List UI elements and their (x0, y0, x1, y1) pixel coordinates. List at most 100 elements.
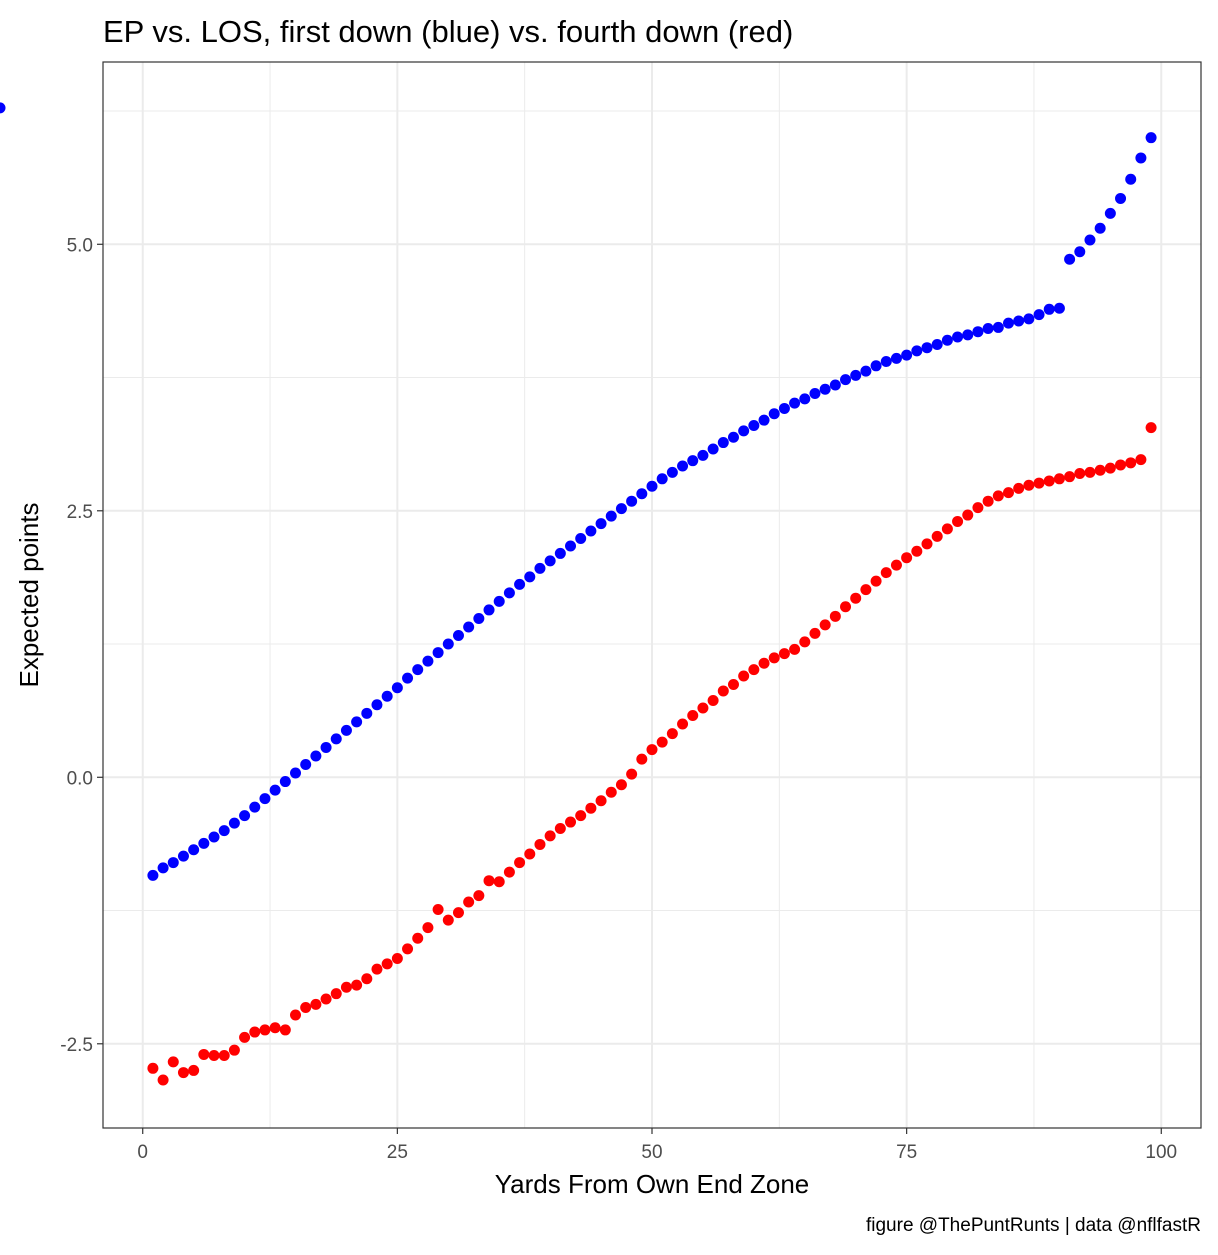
point (575, 810, 587, 822)
point (748, 664, 760, 676)
point (493, 595, 505, 607)
point (972, 502, 984, 514)
point (829, 379, 841, 391)
x-tick-label: 50 (641, 1142, 662, 1163)
point (840, 374, 852, 386)
point (208, 1050, 220, 1062)
point (677, 718, 689, 730)
point (391, 953, 403, 965)
point (585, 802, 597, 814)
point (452, 630, 464, 642)
point (952, 331, 964, 343)
point (1033, 477, 1045, 489)
point (0, 102, 6, 114)
point (1084, 466, 1096, 478)
point (167, 1056, 179, 1068)
point (565, 816, 577, 828)
point (809, 388, 821, 400)
point (503, 587, 515, 599)
point (361, 973, 373, 985)
point (422, 922, 434, 934)
point (717, 437, 729, 449)
point (656, 473, 668, 485)
y-tick-label: 2.5 (67, 502, 93, 523)
point (941, 523, 953, 535)
point (147, 869, 159, 881)
point (799, 393, 811, 405)
point (249, 1026, 261, 1038)
point (300, 1002, 312, 1014)
point (901, 552, 913, 564)
point (218, 825, 230, 837)
point (534, 562, 546, 574)
point (738, 670, 750, 682)
point (1074, 467, 1086, 479)
point (727, 679, 739, 691)
point (188, 1064, 200, 1076)
point (911, 545, 923, 557)
point (228, 1044, 240, 1056)
point (310, 750, 322, 762)
point (340, 981, 352, 993)
point (1023, 313, 1035, 325)
point (768, 408, 780, 420)
point (1104, 207, 1116, 219)
point (524, 571, 536, 583)
point (1125, 457, 1137, 469)
point (931, 530, 943, 542)
point (615, 779, 627, 791)
x-tick-label: 0 (137, 1142, 148, 1163)
point (646, 480, 658, 492)
point (952, 515, 964, 527)
point (483, 604, 495, 616)
x-tick-label: 75 (896, 1142, 917, 1163)
point (717, 685, 729, 697)
point (432, 903, 444, 915)
point (1064, 253, 1076, 265)
point (320, 993, 332, 1005)
point (1002, 487, 1014, 499)
point (626, 768, 638, 780)
x-tick-label: 25 (387, 1142, 408, 1163)
point (340, 724, 352, 736)
point (778, 402, 790, 414)
point (228, 817, 240, 829)
point (982, 495, 994, 507)
point (239, 810, 251, 822)
point (381, 690, 393, 702)
point (890, 352, 902, 364)
x-axis-title: Yards From Own End Zone (495, 1169, 810, 1199)
point (473, 612, 485, 624)
point (157, 1074, 169, 1086)
point (1145, 132, 1157, 144)
panel-border (102, 61, 1202, 1129)
point (371, 963, 383, 975)
point (290, 1009, 302, 1021)
point (840, 601, 852, 613)
point (962, 509, 974, 521)
caption: figure @ThePuntRunts | data @nflfastR (866, 1215, 1201, 1236)
point (1094, 222, 1106, 234)
point (177, 850, 189, 862)
point (666, 728, 678, 740)
point (218, 1050, 230, 1062)
point (778, 648, 790, 660)
point (442, 638, 454, 650)
point (1115, 459, 1127, 471)
point (198, 1048, 210, 1060)
point (1043, 475, 1055, 487)
point (1023, 479, 1035, 491)
point (147, 1062, 159, 1074)
point (452, 907, 464, 919)
point (554, 547, 566, 559)
point (646, 744, 658, 756)
point (789, 643, 801, 655)
point (279, 776, 291, 788)
point (901, 349, 913, 361)
point (860, 584, 872, 596)
point (330, 988, 342, 1000)
point (921, 538, 933, 550)
point (1135, 152, 1147, 164)
point (626, 495, 638, 507)
point (1064, 471, 1076, 483)
